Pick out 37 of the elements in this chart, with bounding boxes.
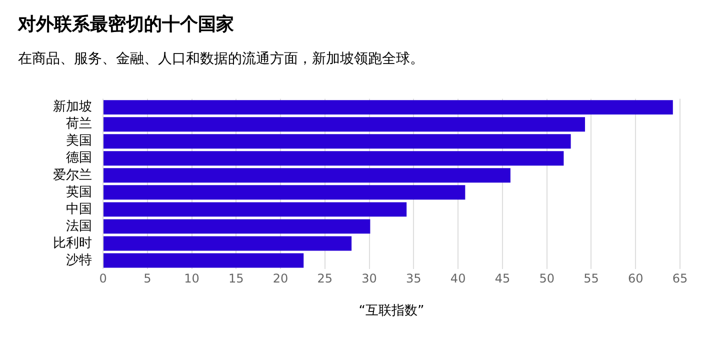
y-tick-label: 美国 xyxy=(66,132,92,149)
y-tick-label: 新加坡 xyxy=(53,100,92,115)
x-tick-label: 10 xyxy=(184,271,200,286)
x-tick-label: 15 xyxy=(228,271,244,286)
x-tick-label: 60 xyxy=(628,271,644,286)
bar xyxy=(104,100,673,115)
chart-subtitle: 在商品、服务、金融、人口和数据的流通方面，新加坡领跑全球。 xyxy=(18,50,424,68)
bar xyxy=(104,151,564,166)
x-tick-label: 35 xyxy=(406,271,422,286)
y-tick-label: 德国 xyxy=(66,150,92,166)
bar xyxy=(104,168,510,183)
bar xyxy=(104,253,304,268)
x-tick-label: 50 xyxy=(539,271,554,286)
y-tick-label: 比利时 xyxy=(53,236,92,251)
bar xyxy=(104,117,586,132)
x-tick-label: 5 xyxy=(144,271,152,286)
x-tick-label: 45 xyxy=(494,271,510,286)
bar xyxy=(104,219,370,234)
x-tick-label: 30 xyxy=(362,271,377,286)
y-tick-label: 法国 xyxy=(66,218,92,234)
bar xyxy=(104,236,352,251)
x-tick-label: 40 xyxy=(450,271,466,286)
x-tick-label: 65 xyxy=(672,271,688,286)
x-tick-label: 0 xyxy=(99,271,107,286)
y-tick-label: 沙特 xyxy=(66,252,92,268)
y-tick-label: 英国 xyxy=(66,184,92,200)
bar xyxy=(104,202,407,217)
chart-title: 对外联系最密切的十个国家 xyxy=(18,13,234,36)
x-tick-label: 20 xyxy=(272,271,288,286)
y-tick-label: 荷兰 xyxy=(66,116,92,132)
y-tick-label: 爱尔兰 xyxy=(53,168,92,183)
bar xyxy=(104,134,571,149)
x-tick-label: 25 xyxy=(317,271,333,286)
bar xyxy=(104,185,466,200)
x-axis-title: “互联指数” xyxy=(358,304,424,319)
y-tick-label: 中国 xyxy=(66,202,92,217)
x-tick-label: 55 xyxy=(584,271,599,286)
